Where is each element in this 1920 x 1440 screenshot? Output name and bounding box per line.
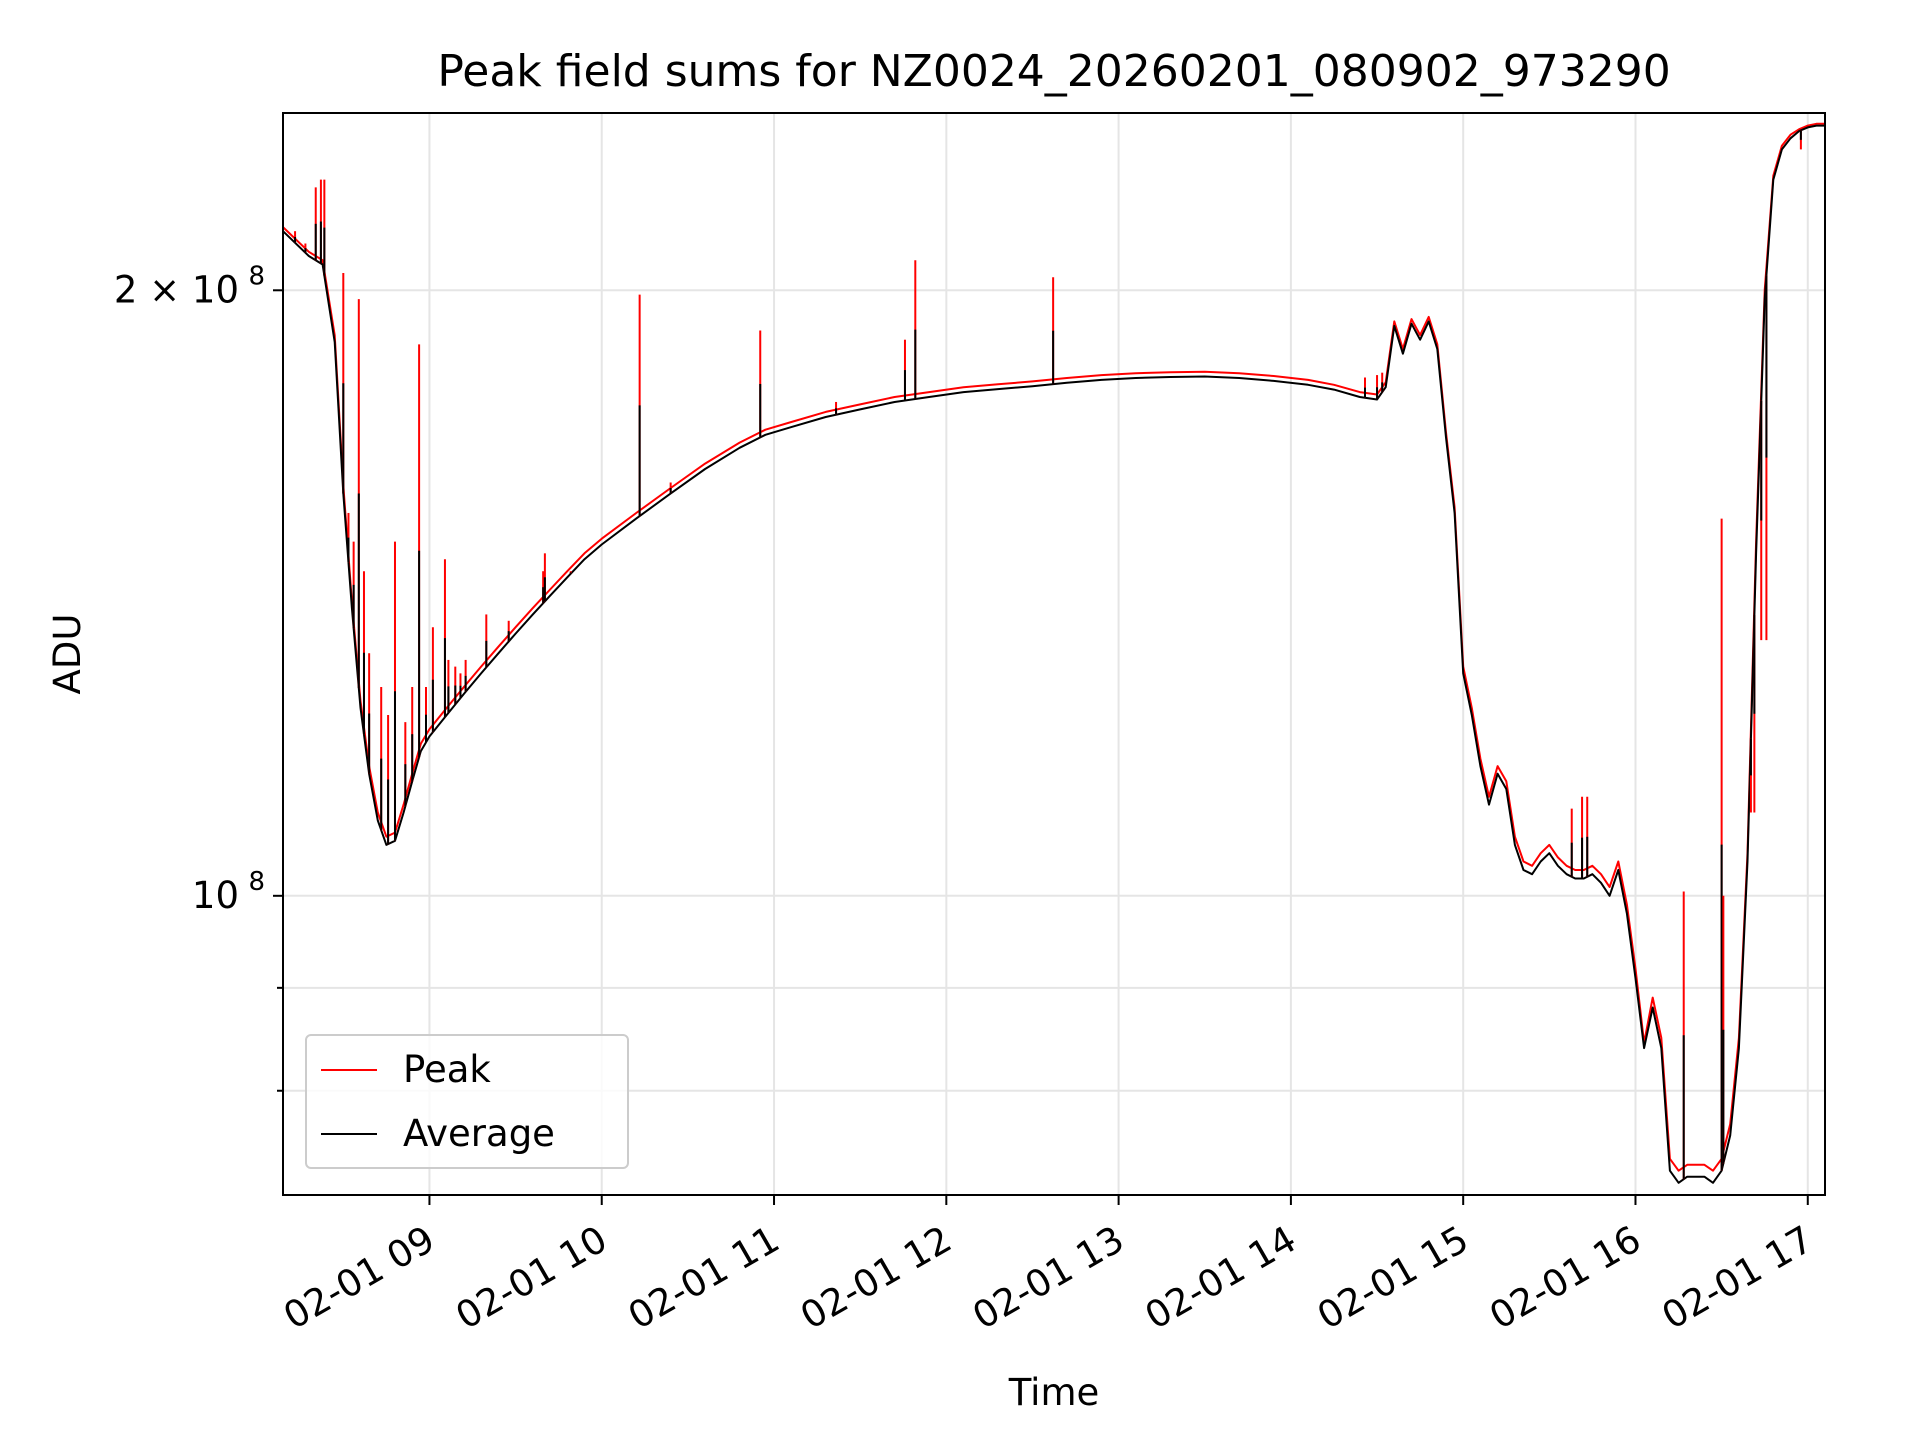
- plot-frame: [282, 112, 1826, 1196]
- legend-swatch-peak: [321, 1069, 377, 1071]
- legend-label-average: Average: [403, 1112, 555, 1155]
- legend-swatch-average: [321, 1133, 377, 1135]
- series-group: [282, 122, 1825, 1184]
- legend-item-average: Average: [321, 1114, 555, 1154]
- y-tick-exponent: 8: [248, 261, 265, 291]
- x-axis-label: Time: [1008, 1371, 1100, 1414]
- legend-item-peak: Peak: [321, 1050, 491, 1090]
- y-tick-label: 2 × 10: [114, 268, 239, 311]
- y-tick-label: 10: [192, 874, 239, 917]
- series-line-peak: [282, 122, 1825, 1172]
- y-axis-label: ADU: [46, 614, 89, 695]
- series-line-average: [282, 124, 1825, 1184]
- chart-title: Peak field sums for NZ0024_20260201_0809…: [437, 46, 1670, 97]
- y-tick-exponent: 8: [248, 867, 265, 897]
- legend: Peak Average: [305, 1034, 629, 1169]
- legend-label-peak: Peak: [403, 1048, 491, 1091]
